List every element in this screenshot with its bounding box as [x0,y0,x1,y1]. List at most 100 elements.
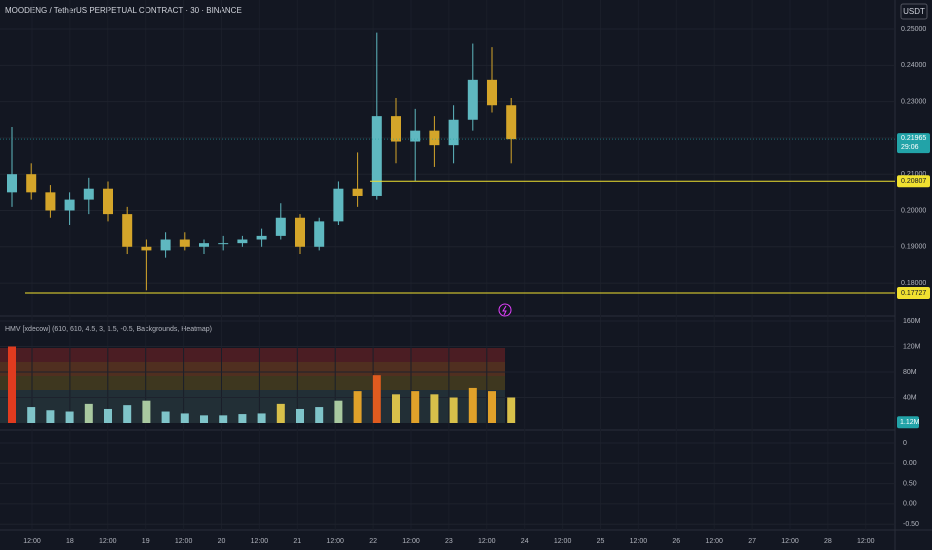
x-tick-label: 12:00 [705,538,723,545]
volume-bar [372,375,381,423]
volume-bar [27,407,36,423]
volume-bar [488,391,496,423]
y-tick-label: 0.24000 [901,62,926,69]
band [0,376,505,390]
candle-body [352,188,363,196]
y-tick-label: 0.00 [903,501,917,508]
candle-body [218,243,229,245]
x-tick-label: 12:00 [326,538,344,545]
x-tick-label: 12:00 [251,538,269,545]
x-tick-label: 26 [672,538,680,545]
candle-body [333,188,344,222]
candle-body [160,239,171,251]
y-tick-label: 0.25000 [901,26,926,33]
y-tick-label: 80M [903,369,917,376]
candle-body [448,119,459,146]
candle-body [179,239,190,247]
volume-bar [46,410,55,423]
alert-icon[interactable] [498,303,512,317]
candle-body [237,239,248,244]
candle-body [467,79,478,120]
x-tick-label: 25 [597,538,605,545]
x-tick-label: 12:00 [857,538,875,545]
x-tick-label: 12:00 [99,538,117,545]
candle-body [64,199,75,211]
volume-bar [276,403,285,423]
volume-bar [507,397,516,423]
volume-bar [315,407,324,423]
volume-bar [104,408,112,423]
countdown-label: 29:06 [901,144,919,151]
candle-body [7,174,17,193]
volume-bar [449,397,458,423]
level-label: 0.17727 [901,290,926,297]
x-tick-label: 19 [142,538,150,545]
candle-body [314,221,325,247]
volume-bar [200,415,208,423]
volume-bar [180,413,189,423]
volume-bar [296,408,304,423]
volume-bar [430,394,439,423]
heatmap-background [0,348,505,423]
x-tick-label: 12:00 [23,538,41,545]
volume-bar [84,403,93,423]
y-tick-label: 0.50 [903,480,917,487]
x-tick-label: 12:00 [175,538,193,545]
indicator-title: HMV [xdecow] (610, 610, 4.5, 3, 1.5, -0.… [5,326,212,333]
y-tick-label: 0.21000 [901,171,926,178]
candle-body [371,116,382,196]
volume-bar [65,411,74,423]
x-tick-label: 20 [218,538,226,545]
x-tick-label: 24 [521,538,529,545]
candle-body [26,174,37,193]
y-tick-label: 40M [903,394,917,401]
volume-bar [219,415,228,423]
y-tick-label: 0.00 [903,460,917,467]
x-tick-label: 12:00 [781,538,799,545]
volume-bar [161,411,170,423]
level-tag [897,286,930,299]
x-tick-label: 27 [748,538,756,545]
y-tick-label: 0.19000 [901,244,926,251]
x-tick-label: 18 [66,538,74,545]
band [0,390,505,423]
candle-body [410,130,421,142]
candle-body [429,130,440,146]
band [0,362,505,376]
y-tick-label: 0.20000 [901,207,926,214]
x-tick-label: 12:00 [554,538,572,545]
candle-body [391,116,401,142]
band [0,348,505,362]
volume-bar [392,394,400,423]
candle-body [275,217,286,236]
y-tick-label: 0.23000 [901,98,926,105]
candle-body [83,188,94,200]
volume-bar [238,414,247,423]
currency[interactable]: USDT [903,7,925,16]
last-volume-label: 1.12M [900,419,920,426]
y-tick-label: 160M [903,318,921,325]
volume-bar [411,391,420,423]
candle-body [256,235,267,240]
volume-bar [334,400,343,423]
x-tick-label: 23 [445,538,453,545]
candle-body [487,79,497,106]
candle-body [295,217,305,247]
candle-body [45,192,56,211]
volume-bar [123,405,132,423]
y-tick-label: -0.50 [903,521,919,528]
y-tick-label: 0.18000 [901,280,926,287]
x-tick-label: 12:00 [402,538,420,545]
last-volume-tag [897,416,919,429]
y-tick-label: 0 [903,440,907,447]
last-price-tag [897,133,930,154]
level-tag [897,175,930,188]
symbol-title: MOODENG / TetherUS PERPETUAL CONTRACT · … [5,6,242,15]
x-tick-label: 12:00 [630,538,648,545]
candle-body [506,105,517,140]
currency-button[interactable] [900,3,928,20]
x-tick-label: 12:00 [478,538,496,545]
